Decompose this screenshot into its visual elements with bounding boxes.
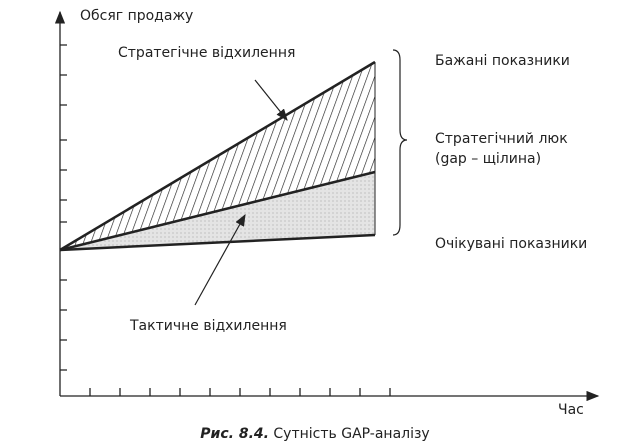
caption-number: Рис. 8.4. <box>200 426 269 442</box>
tactical-arrow <box>194 213 246 306</box>
strategic-label: Стратегічне відхилення <box>118 45 295 61</box>
desired-line <box>59 60 376 252</box>
desired-label: Бажані показники <box>435 53 570 69</box>
y-axis-label: Обсяг продажу <box>80 8 193 24</box>
brace <box>392 49 408 236</box>
caption-text: Сутність GAP-аналізу <box>273 426 429 442</box>
y-ticks <box>60 44 67 371</box>
expected-line <box>59 233 376 252</box>
expected-label: Очікувані показники <box>435 236 587 252</box>
axes <box>54 10 600 402</box>
strategic-arrow <box>254 79 288 121</box>
tactical-label: Тактичне відхилення <box>129 318 287 334</box>
areas <box>59 60 376 252</box>
gap-label: Стратегічний люк <box>435 131 568 147</box>
gap-label: (gap – щілина) <box>435 151 541 167</box>
x-ticks <box>89 388 391 396</box>
x-axis-label: Час <box>558 402 584 418</box>
caption: Рис. 8.4. Сутність GAP-аналізу <box>200 426 429 442</box>
middle-line <box>59 170 376 252</box>
